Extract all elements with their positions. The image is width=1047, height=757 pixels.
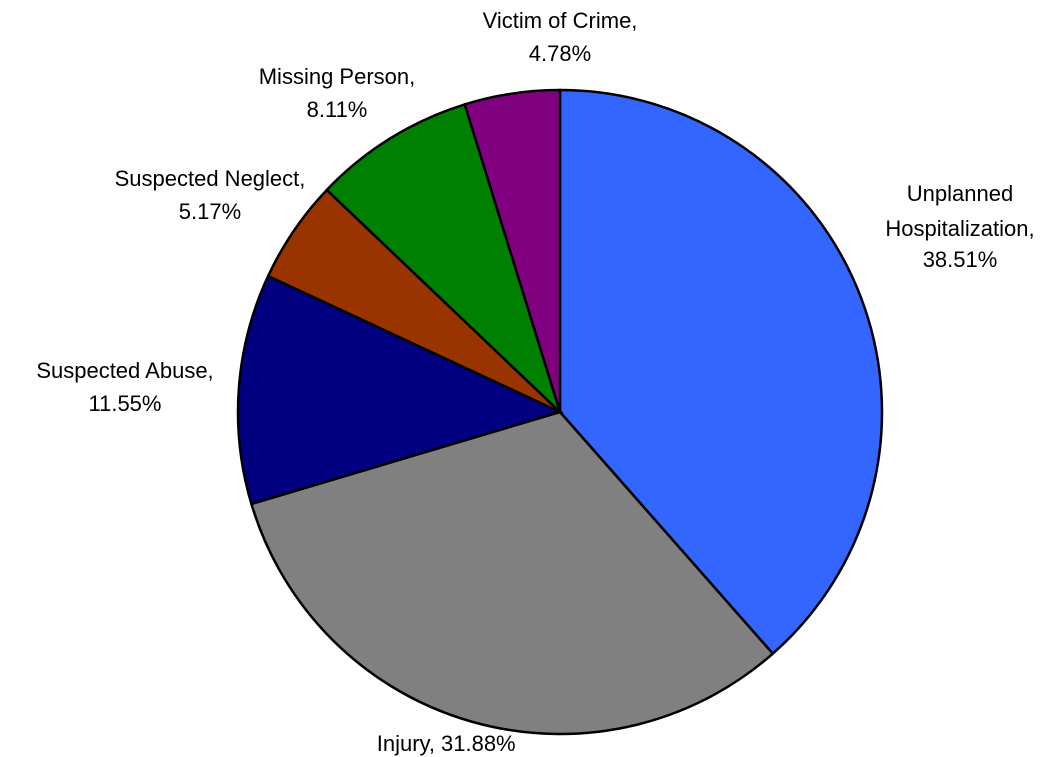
pie-slice: [325, 102, 563, 417]
value-label: 11.55%: [89, 391, 162, 416]
value-label: 8.11%: [307, 97, 368, 122]
slice-label: Suspected Abuse,: [36, 358, 213, 383]
value-label: 31.88%: [441, 731, 516, 756]
value-label: 5.17%: [179, 199, 241, 224]
slice-label: Injury,: [377, 731, 435, 756]
pie-slice: [249, 410, 775, 736]
pie-slice: [463, 88, 562, 413]
label-line: Unplanned: [907, 181, 1013, 206]
pie-slice: [558, 88, 884, 656]
value-label: 38.51%: [923, 247, 998, 272]
slice-label: Unplanned Hospitalization,: [885, 181, 1034, 241]
slice-label: Missing Person,: [259, 64, 416, 89]
value-label: 4.78%: [529, 41, 591, 66]
slice-label: Victim of Crime,: [483, 8, 638, 33]
pie-slice: [236, 274, 564, 506]
label-line: Hospitalization,: [885, 216, 1034, 241]
slice-label: Suspected Neglect,: [115, 166, 306, 191]
